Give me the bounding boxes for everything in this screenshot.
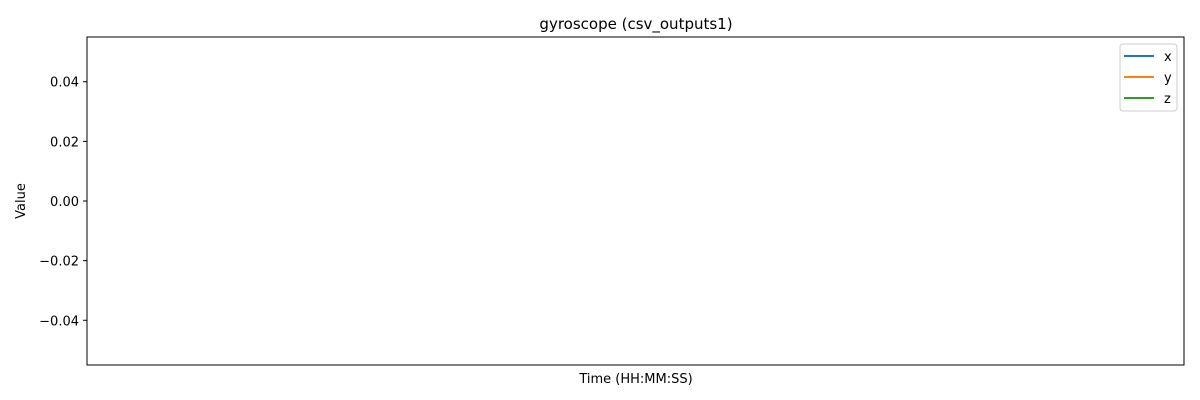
legend-label-x: x <box>1164 50 1172 65</box>
y-tick-label: −0.02 <box>39 255 79 270</box>
legend: xyz <box>1119 43 1178 112</box>
y-tick-label: 0.00 <box>50 195 79 210</box>
legend-label-y: y <box>1164 71 1172 86</box>
chart-title: gyroscope (csv_outputs1) <box>539 15 732 34</box>
x-axis-label: Time (HH:MM:SS) <box>578 372 692 387</box>
y-tick-label: 0.04 <box>50 76 79 91</box>
legend-label-z: z <box>1164 92 1171 107</box>
y-tick-label: 0.02 <box>50 135 79 150</box>
y-axis-label: Value <box>14 183 29 219</box>
y-axis-ticks: −0.04 −0.02 0.00 0.02 0.04 <box>39 76 87 329</box>
plot-area <box>86 36 1185 366</box>
y-tick-label: −0.04 <box>39 314 79 329</box>
